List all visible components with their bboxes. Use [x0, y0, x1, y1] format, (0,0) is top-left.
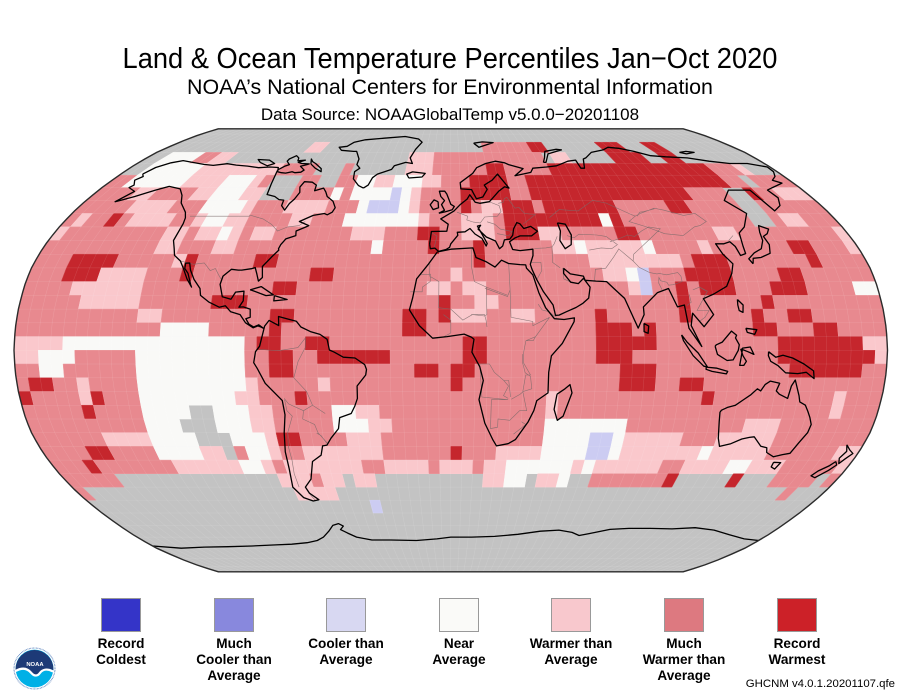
svg-text:NOAA: NOAA: [26, 661, 44, 667]
